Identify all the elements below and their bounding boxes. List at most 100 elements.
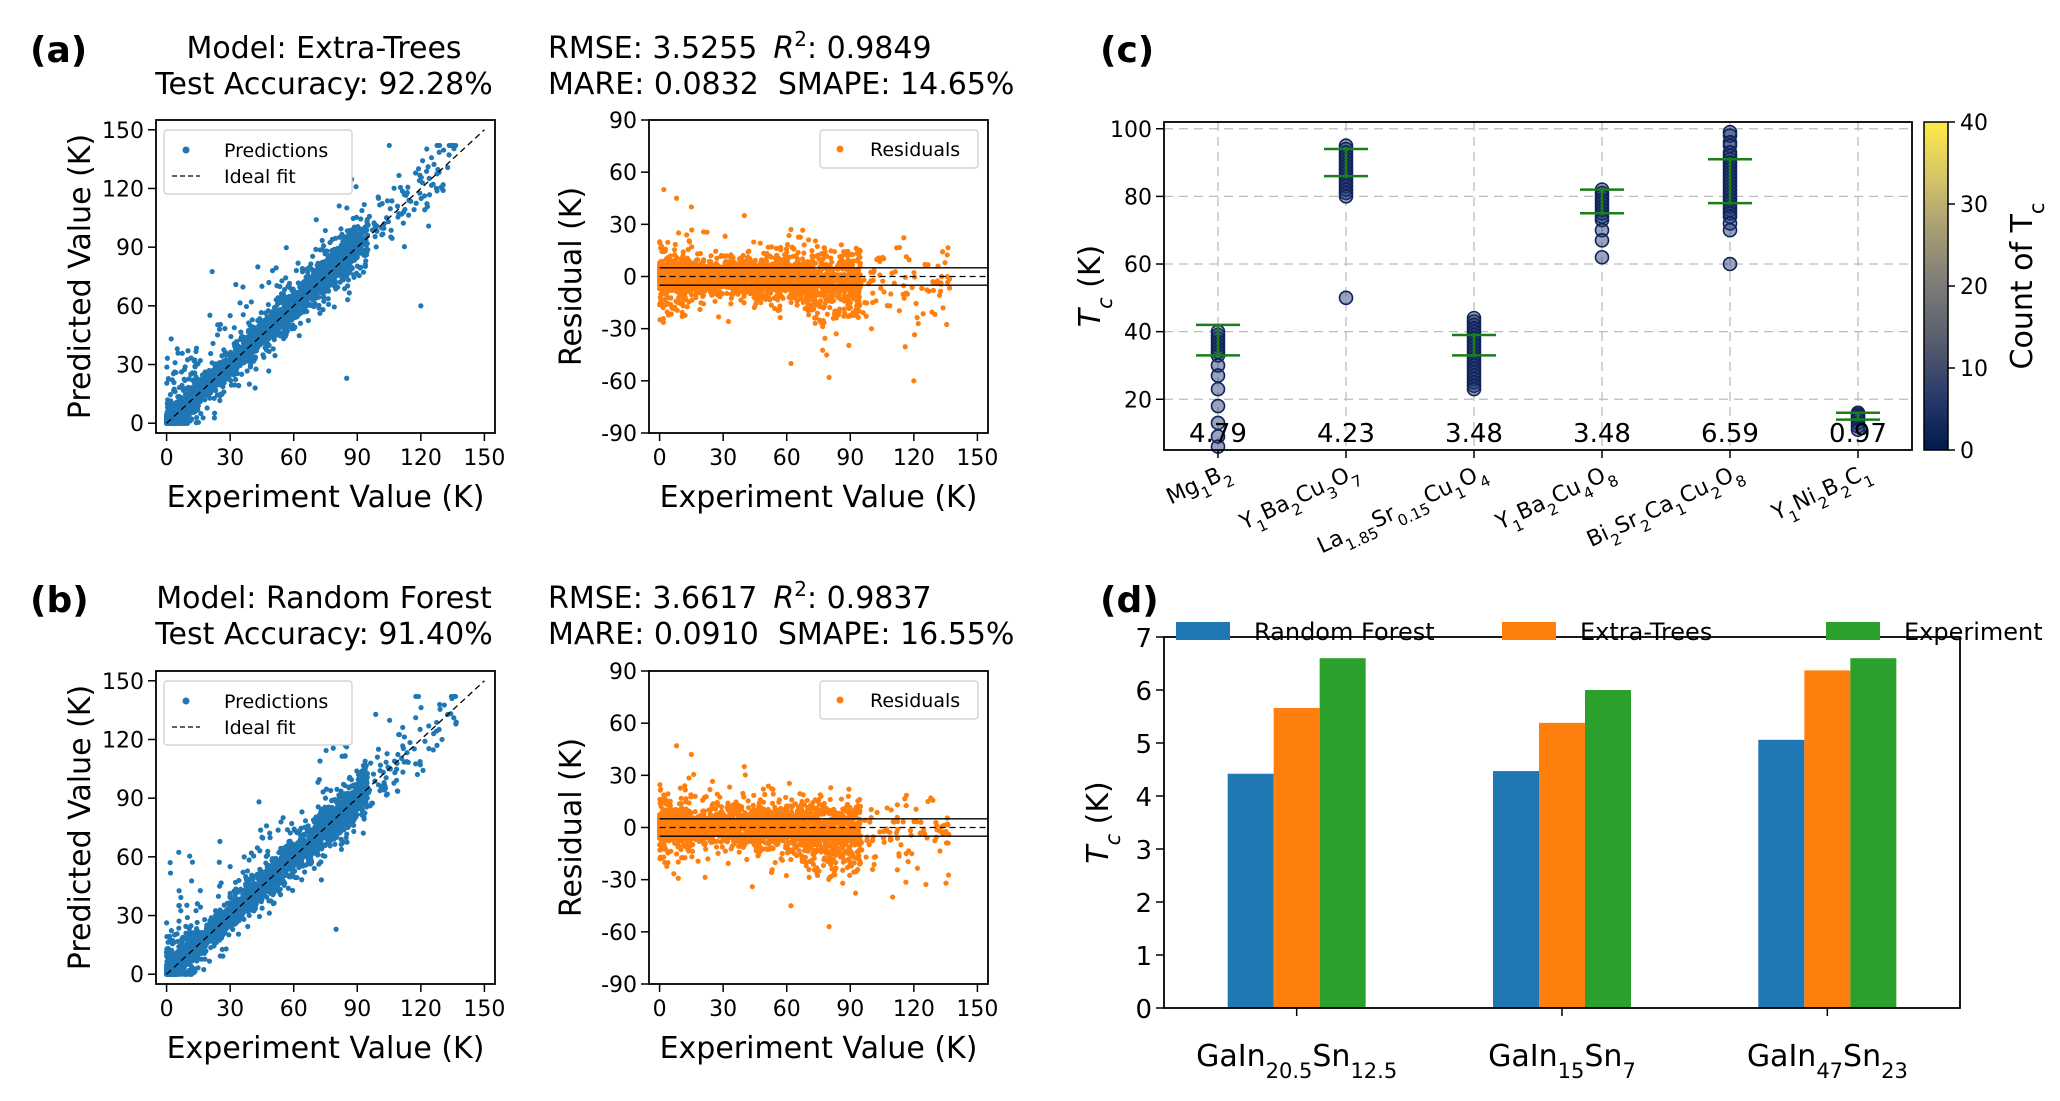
a-scatter-point xyxy=(371,221,378,228)
a-scatter-point xyxy=(356,272,362,279)
a-scatter-point xyxy=(191,391,197,397)
a-scatter-point xyxy=(253,366,259,372)
a-scatter-point xyxy=(187,416,193,422)
a-scatter-point xyxy=(296,311,302,317)
a-residual-point xyxy=(689,227,695,233)
a-scatter-ytick-label: 150 xyxy=(102,119,144,144)
a-scatter-point xyxy=(389,198,395,204)
panel-a-r2-value: : 0.9849 xyxy=(807,31,932,66)
a-scatter-point xyxy=(320,268,326,274)
a-scatter-point xyxy=(322,264,329,270)
a-residual-point xyxy=(870,277,876,283)
a-scatter-point xyxy=(269,310,275,316)
a-scatter-point xyxy=(192,408,198,415)
a-scatter-point xyxy=(352,225,358,231)
a-scatter-point xyxy=(280,329,287,335)
a-scatter-point xyxy=(186,410,193,416)
a-scatter-point xyxy=(240,345,246,351)
a-scatter-point xyxy=(270,346,276,352)
a-residual-point xyxy=(800,227,806,233)
a-scatter-point xyxy=(257,340,264,347)
a-scatter-point xyxy=(211,410,218,416)
a-scatter-point xyxy=(307,264,313,270)
panel-b-metrics-line-1: RMSE: 3.6617 R2: 0.9837 xyxy=(548,577,932,616)
panel-b-r2-sup: 2 xyxy=(794,577,807,601)
panel-a-model-title: Model: Extra-Trees xyxy=(186,31,461,66)
a-scatter-point xyxy=(173,369,179,376)
a-scatter-point xyxy=(238,329,244,335)
a-scatter-point xyxy=(346,290,352,296)
a-scatter-point xyxy=(211,367,217,373)
a-scatter-point xyxy=(186,376,192,382)
a-scatter-point xyxy=(264,314,270,320)
a-scatter-point xyxy=(179,350,185,356)
a-residual-point xyxy=(671,247,678,253)
a-scatter-point xyxy=(213,388,219,394)
a-scatter-legend-predictions: Predictions xyxy=(224,140,328,162)
a-scatter-point xyxy=(171,379,177,386)
a-residual-point xyxy=(799,256,806,262)
a-scatter-point xyxy=(301,291,307,297)
a-residual-point xyxy=(716,314,722,320)
a-residual-point xyxy=(838,242,845,248)
a-scatter-point xyxy=(400,209,407,215)
a-scatter-point xyxy=(211,415,218,421)
a-scatter-point xyxy=(317,247,323,253)
a-scatter-outlier-point xyxy=(248,299,254,305)
a-scatter-point xyxy=(175,350,181,356)
a-scatter-point xyxy=(194,378,200,385)
a-residual-xtick-label: 30 xyxy=(709,446,737,471)
a-scatter-point xyxy=(377,202,383,208)
a-scatter-point xyxy=(423,168,430,174)
panel-b-model-title: Model: Random Forest xyxy=(156,581,492,616)
a-scatter-point xyxy=(211,395,217,401)
a-scatter-point xyxy=(405,184,411,190)
a-scatter-point xyxy=(380,231,386,237)
a-scatter-outlier-point xyxy=(418,303,424,309)
a-scatter-point xyxy=(350,215,356,222)
a-scatter-point xyxy=(266,342,272,349)
a-scatter-point xyxy=(217,393,223,399)
a-residual-point xyxy=(713,248,719,254)
a-scatter-point xyxy=(359,207,365,214)
a-scatter-point xyxy=(285,283,291,289)
a-scatter-point xyxy=(195,419,202,425)
panel-b-metrics-line-2: MARE: 0.0910 SMAPE: 16.55% xyxy=(548,617,1014,652)
a-scatter-point xyxy=(301,280,307,286)
a-scatter-point xyxy=(207,312,213,318)
a-scatter-point xyxy=(335,284,341,290)
a-scatter-point xyxy=(228,349,234,355)
a-scatter-point xyxy=(345,277,352,283)
a-scatter-point xyxy=(385,219,392,225)
a-scatter-point xyxy=(321,298,327,304)
a-scatter-point xyxy=(434,188,440,194)
a-scatter-point xyxy=(248,352,254,358)
a-residual-point xyxy=(944,252,950,258)
a-residual-point xyxy=(814,243,820,250)
a-scatter-point xyxy=(171,386,177,392)
panel-b-accuracy-title: Test Accuracy: 91.40% xyxy=(154,617,492,652)
panel-a-label: (a) xyxy=(30,30,87,71)
a-residual-point xyxy=(836,309,842,315)
a-residual-xtick-label: 60 xyxy=(773,446,801,471)
a-scatter-point xyxy=(247,322,253,328)
a-residual-point xyxy=(946,285,953,291)
a-scatter-point xyxy=(241,353,247,360)
a-scatter-point xyxy=(261,354,267,360)
a-residual-ytick-label: -60 xyxy=(601,370,637,395)
a-scatter-point xyxy=(331,304,337,310)
a-scatter-point xyxy=(208,385,214,392)
a-scatter-point xyxy=(362,263,368,270)
a-scatter-point xyxy=(348,264,354,270)
a-scatter-point xyxy=(244,368,250,374)
a-scatter-point xyxy=(217,377,224,384)
a-scatter-point xyxy=(287,314,294,321)
a-scatter-point xyxy=(251,345,257,351)
a-residual-xtick-label: 90 xyxy=(836,446,864,471)
a-scatter-point xyxy=(249,317,255,323)
a-scatter-point xyxy=(400,220,406,226)
a-scatter-outlier-point xyxy=(216,326,223,332)
a-scatter-point xyxy=(178,369,185,375)
a-scatter-point xyxy=(353,184,359,190)
